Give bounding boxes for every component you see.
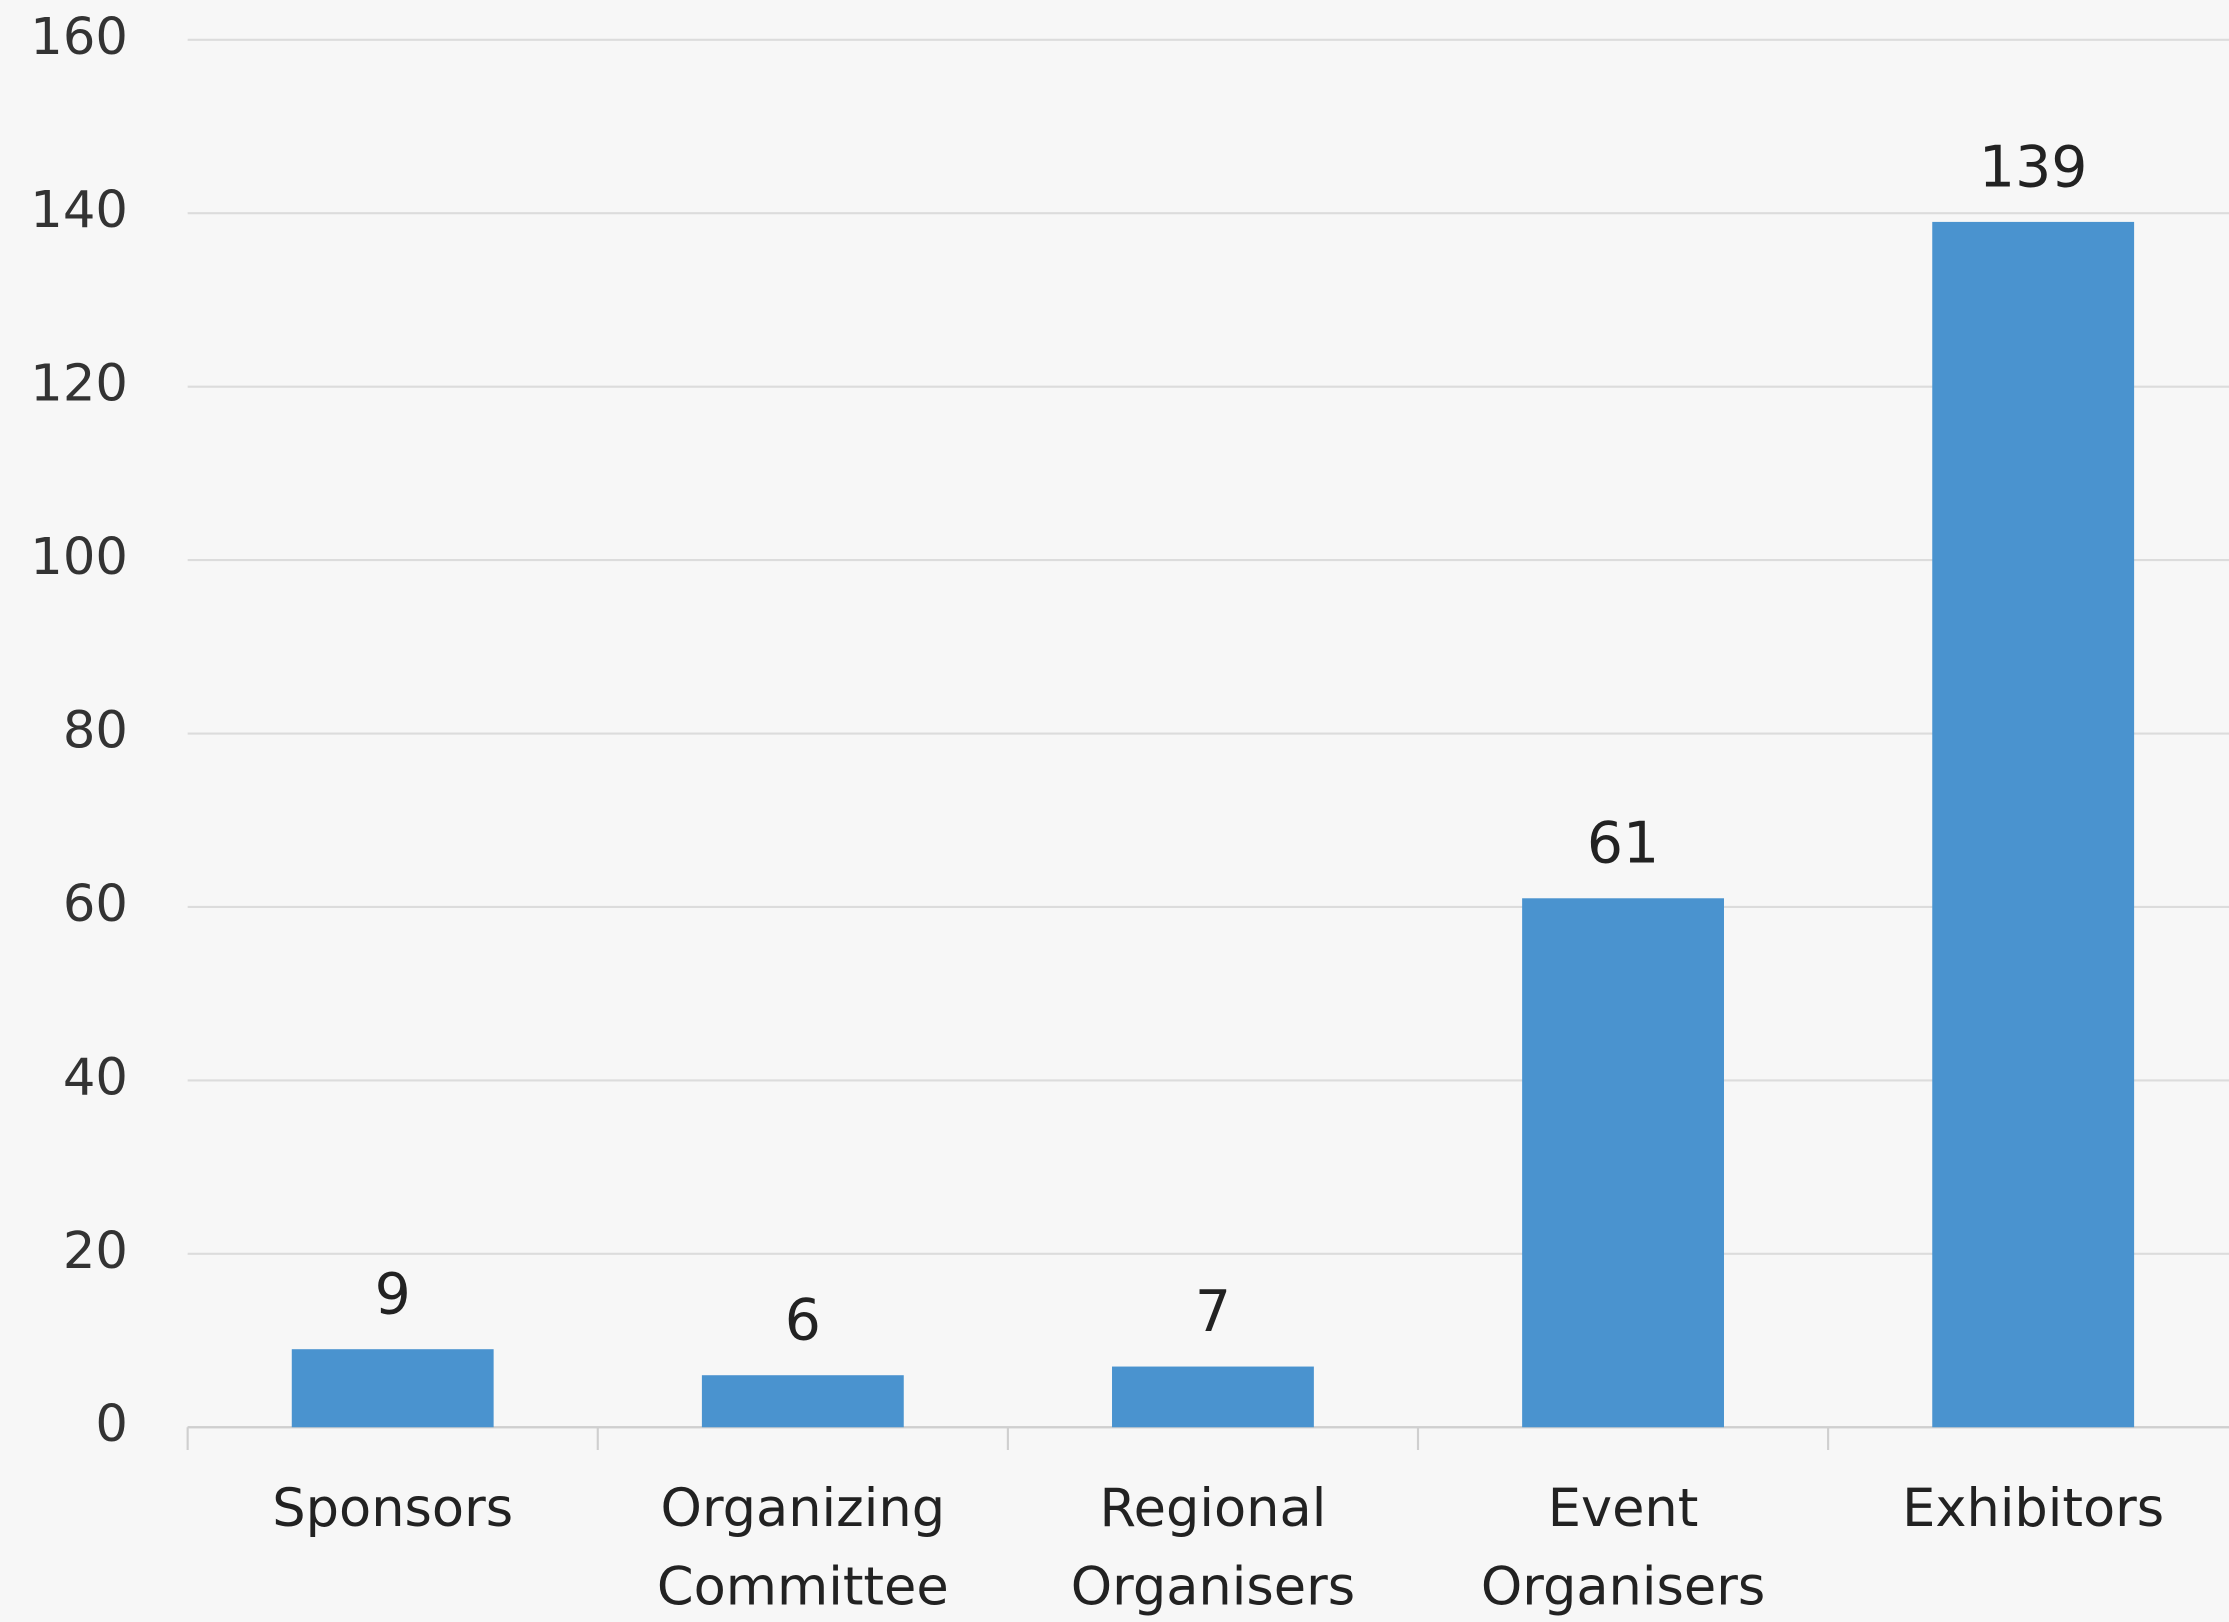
- y-tick-label: 80: [63, 702, 128, 761]
- y-tick-label: 120: [30, 355, 128, 414]
- bar: [1112, 1366, 1314, 1428]
- y-tick-label: 0: [95, 1395, 128, 1454]
- value-label: 9: [375, 1262, 411, 1328]
- bar: [1522, 898, 1724, 1428]
- x-tick-label: Exhibitors: [1902, 1478, 2164, 1539]
- value-label: 139: [1979, 134, 2088, 200]
- x-tick-label: Organizing Committee: [657, 1478, 949, 1617]
- x-tick-label: Event Organisers: [1481, 1478, 1765, 1617]
- bar: [701, 1375, 904, 1428]
- x-tick-label: Regional Organisers: [1071, 1478, 1355, 1617]
- y-tick-label: 60: [63, 875, 128, 934]
- y-tick-label: 40: [63, 1048, 128, 1107]
- y-tick-label: 160: [30, 8, 128, 67]
- value-label: 6: [785, 1288, 821, 1354]
- bar: [291, 1349, 494, 1428]
- value-label: 7: [1195, 1279, 1231, 1345]
- y-tick-label: 20: [63, 1222, 128, 1281]
- y-tick-label: 100: [30, 528, 128, 587]
- value-label: 61: [1587, 811, 1659, 877]
- x-tick-label: Sponsors: [272, 1478, 513, 1539]
- y-tick-label: 140: [30, 181, 128, 240]
- bar: [1932, 221, 2135, 1428]
